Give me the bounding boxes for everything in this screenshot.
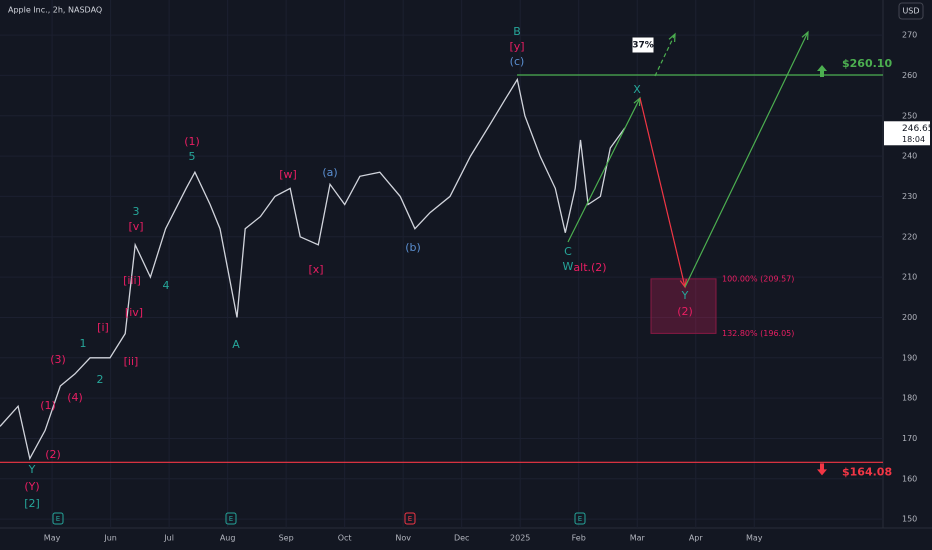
y-tick-label: 180 [902,394,917,403]
wave-label: 3 [133,205,140,218]
wave-label: 1 [80,337,87,350]
projection [639,97,686,288]
wave-label: [iii] [123,274,141,287]
projection [567,97,641,243]
fib-label: 100.00% (209.57) [722,274,794,283]
x-tick-label: Sep [279,534,294,543]
wave-label: B [513,25,521,38]
earnings-label: E [408,515,412,523]
wave-label: (1) [184,135,200,148]
currency: USD [902,7,919,16]
y-tick-label: 160 [902,474,917,483]
wave-label: (4) [67,391,83,404]
wave-label: (2) [45,448,61,461]
projection-head [668,32,676,43]
wave-label: 4 [163,279,170,292]
earnings-icon [52,512,64,525]
x-tick-label: Mar [630,534,646,543]
x-tick-label: Nov [395,534,411,543]
price-line [0,77,626,461]
x-tick-label: Aug [220,534,236,543]
fib-zone [650,278,717,334]
wave-label: 2 [97,373,104,386]
x-tick-label: Feb [572,534,586,543]
y-tick-label: 150 [902,515,917,524]
level-arrow [817,463,827,476]
last-price-box [884,121,930,146]
wave-label: 5 [189,150,196,163]
projection [684,31,809,288]
earnings-icon [404,512,416,525]
chart-title: Apple Inc., 2h, NASDAQ [8,6,102,15]
earnings-label: E [229,515,233,523]
projection [654,33,676,77]
earnings-label: E [578,515,582,523]
wave-label: (b) [405,241,421,254]
x-tick-label: May [44,534,61,543]
currency-box [898,2,924,20]
wave-label: alt.(2) [573,261,606,274]
wave-label: (a) [322,166,337,179]
x-tick-label: Jul [163,534,174,543]
countdown: 18:04 [902,135,925,144]
wave-label: [y] [509,40,524,53]
wave-label: Y [681,289,689,302]
earnings-icon [225,512,237,525]
wave-label: W [563,260,574,273]
wave-label: [i] [97,321,109,334]
probability-box [631,36,655,54]
wave-label: (Y) [24,480,39,493]
y-tick-label: 200 [902,313,917,322]
wave-label: A [232,338,240,351]
fib-label: 132.80% (196.05) [722,329,794,338]
wave-label: [x] [308,263,323,276]
wave-label: [iv] [125,306,143,319]
y-tick-label: 190 [902,353,917,362]
x-tick-label: Jun [103,534,117,543]
level-label: $164.08 [842,465,892,478]
wave-label: (1) [40,399,56,412]
last-price-label: 246.65 [902,124,932,134]
y-tick-label: 270 [902,31,917,40]
wave-label: Y [28,463,36,476]
wave-label: [2] [24,497,40,510]
wave-label: [v] [128,220,143,233]
x-tick-label: Dec [454,534,469,543]
wave-label: X [633,83,641,96]
wave-label: (3) [50,353,66,366]
wave-label: [w] [279,168,297,181]
y-tick-label: 240 [902,152,917,161]
x-tick-label: May [746,534,763,543]
earnings-icon [574,512,586,525]
wave-label: C [564,245,572,258]
y-tick-label: 250 [902,111,917,120]
level-label: $260.10 [842,57,892,70]
earnings-label: E [56,515,60,523]
level-arrow [817,65,827,78]
y-tick-label: 230 [902,192,917,201]
x-tick-label: Apr [689,534,704,543]
probability-label: 37% [632,41,654,51]
y-tick-label: 210 [902,273,917,282]
wave-label: [ii] [124,355,139,368]
projection-head [801,30,809,41]
x-tick-label: 2025 [510,534,530,543]
y-tick-label: 220 [902,232,917,241]
y-tick-label: 260 [902,71,917,80]
wave-label: (2) [677,305,693,318]
wave-label: (c) [510,55,525,68]
x-tick-label: Oct [338,534,352,543]
y-tick-label: 170 [902,434,917,443]
